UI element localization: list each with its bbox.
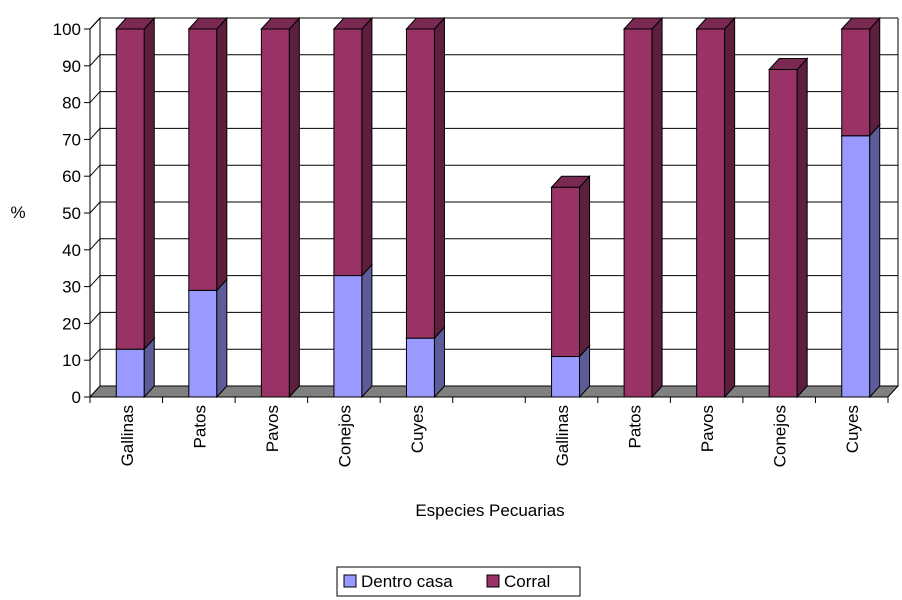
bar-side [288,16,300,399]
bar-segment-corral [332,16,374,277]
y-tick-label: 60 [62,167,81,186]
bars [115,16,881,399]
y-axis-title: % [10,203,25,222]
bar-front [841,135,871,398]
bar-front [551,186,581,358]
y-tick-label: 70 [62,130,81,149]
legend-swatch-dentro-casa [343,574,357,588]
bar-front [551,356,581,398]
bar-front [188,28,218,291]
bar-segment-corral [622,16,664,399]
y-axis-ticks: 0 10 20 30 40 50 60 70 80 90 100 [53,20,90,407]
y-tick-label: 0 [72,388,81,407]
category-label-patos: Patos [190,405,209,448]
category-label-gallinas: Gallinas [118,405,137,466]
bar-top [187,17,228,30]
bar-side [796,57,808,399]
bar-side [433,325,445,399]
category-label-pavos: Pavos [698,405,717,452]
legend: Dentro casa Corral [336,566,581,597]
y-tick-label: 20 [62,314,81,333]
bar-side [361,263,373,399]
bar-segment-dentro-casa [332,263,374,399]
bar-front [768,68,798,398]
bar-segment-corral [115,16,156,351]
bar-front [696,28,726,398]
y-tick-label: 80 [62,94,81,113]
bar-top [332,17,374,30]
bar-front [405,337,435,398]
category-label-cuyes: Cuyes [843,405,862,453]
bar-side [579,174,591,358]
bar-front [333,28,363,277]
bar-side [651,16,663,399]
bar-segment-corral [260,16,301,399]
bar-segment-dentro-casa [187,277,228,399]
legend-label-dentro-casa: Dentro casa [361,572,453,591]
x-axis-title: Especies Pecuarias [415,501,564,520]
bar-top [405,17,446,30]
bar-segment-corral [187,16,228,292]
y-tick-label: 100 [53,20,81,39]
category-label-cuyes: Cuyes [408,405,427,453]
bar-top [260,17,301,30]
bar-top [768,57,809,70]
bar-top [115,17,156,30]
legend-swatch-corral [486,574,500,588]
x-axis-ticks [89,397,889,403]
bar-top [695,17,736,30]
legend-frame [336,566,581,597]
bar-front [623,28,653,398]
bar-side [216,277,228,399]
bar-side [869,123,881,399]
category-label-conejos: Conejos [335,405,354,467]
y-tick-label: 90 [62,57,81,76]
category-label-conejos: Conejos [771,405,790,467]
bar-front [333,275,363,398]
bar-top [550,175,591,188]
bar-front [115,348,145,398]
legend-label-corral: Corral [504,572,550,591]
category-label-pavos: Pavos [263,405,282,452]
bar-segment-corral [840,16,881,138]
bar-segment-corral [695,16,736,399]
category-labels: Gallinas Patos Pavos Conejos Cuyes Gallinas Pa… [118,405,862,467]
bar-segment-corral [550,174,591,358]
bar-segment-corral [405,16,446,340]
category-label-patos: Patos [626,405,645,448]
bar-front [405,28,435,339]
y-tick-label: 30 [62,278,81,297]
y-tick-label: 40 [62,241,81,260]
bar-side [143,16,155,351]
bar-side [433,16,445,340]
bar-front [260,28,290,398]
bar-segment-dentro-casa [840,123,881,399]
bar-side [869,16,881,138]
y-tick-label: 10 [62,351,81,370]
category-label-gallinas: Gallinas [553,405,572,466]
bar-side [216,16,228,292]
y-tick-label: 50 [62,204,81,223]
bar-top [840,17,881,30]
bar-side [361,16,373,277]
bar-front [115,28,145,350]
bar-front [841,28,871,137]
bar-top [622,17,664,30]
bar-front [188,289,218,398]
bar-side [724,16,736,399]
bar-segment-corral [768,57,809,399]
